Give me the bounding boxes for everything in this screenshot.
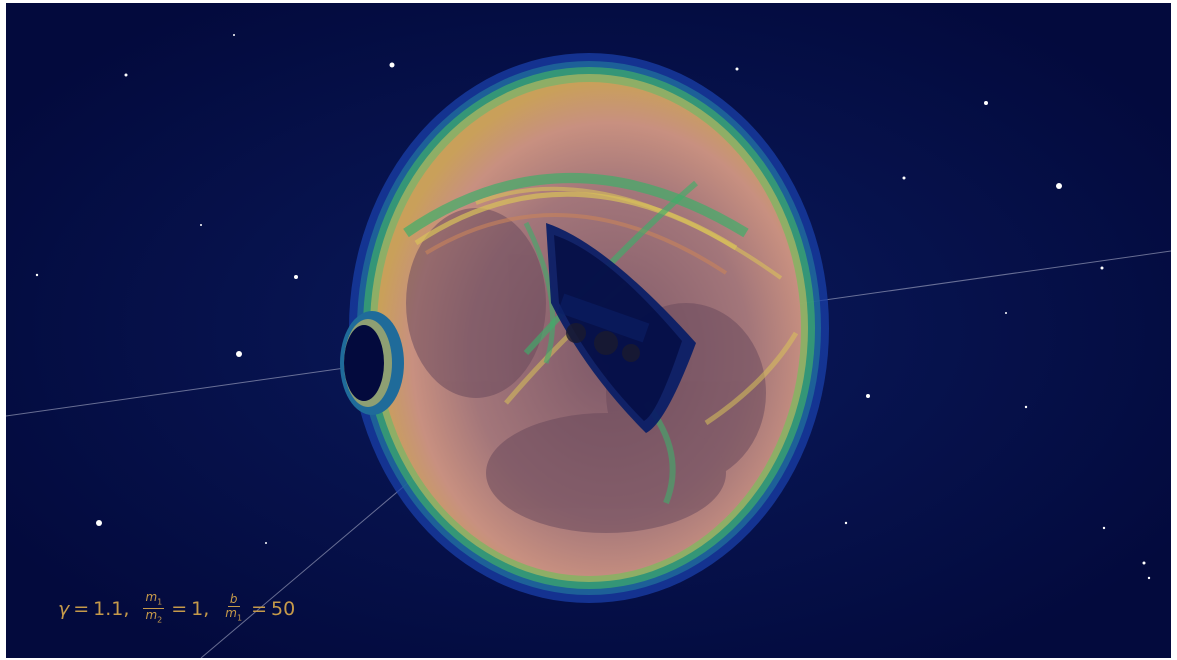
parameter-caption: γ = 1.1 , m1 m2 = 1 , b m1 = 50: [58, 590, 296, 625]
simulation-frame: γ = 1.1 , m1 m2 = 1 , b m1 = 50: [6, 3, 1171, 658]
b-ratio-fraction: b m1: [225, 592, 243, 623]
arc-filaments: [403, 173, 799, 505]
shell-notch: [340, 311, 404, 415]
mass-ratio-value: 1: [191, 597, 204, 620]
gamma-symbol: γ: [58, 597, 70, 620]
inner-cavity: [546, 223, 696, 433]
b-ratio-value: 50: [271, 597, 296, 620]
star-field: [35, 34, 1151, 580]
simulation-render: [6, 3, 1171, 658]
mass-ratio-fraction: m1 m2: [143, 590, 165, 625]
center-speckle: [566, 323, 640, 362]
gamma-value: 1.1: [93, 597, 124, 620]
